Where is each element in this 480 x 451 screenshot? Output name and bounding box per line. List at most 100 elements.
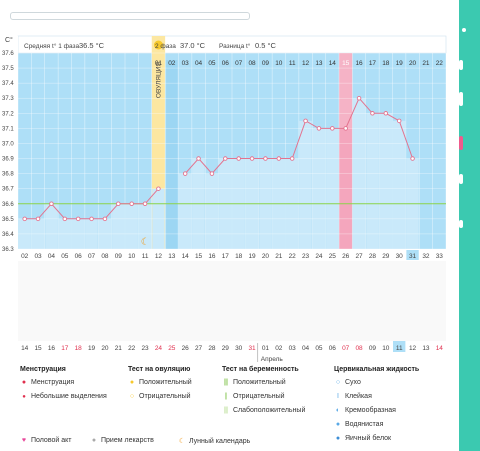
date-label: 24 — [315, 253, 323, 260]
temperature-point[interactable] — [129, 201, 134, 207]
temperature-point[interactable] — [75, 216, 81, 222]
legend-label: Половой акт — [31, 437, 72, 444]
temperature-point[interactable] — [156, 186, 161, 191]
scroll-bar[interactable] — [10, 12, 250, 20]
sun-icon[interactable] — [153, 40, 163, 50]
temperature-bar — [205, 173, 219, 249]
y-tick-label: 37.6 — [2, 51, 14, 57]
calendar-date: 28 — [208, 345, 216, 352]
temperature-point[interactable] — [116, 201, 121, 207]
temperature-bar — [138, 203, 152, 249]
temperature-point[interactable] — [196, 156, 201, 161]
temperature-point[interactable] — [49, 201, 54, 207]
temperature-point[interactable] — [35, 216, 41, 222]
temperature-point[interactable] — [102, 216, 108, 222]
temperature-point[interactable] — [396, 118, 402, 124]
calendar-date: 05 — [315, 345, 323, 352]
legend-label: Отрицательный — [139, 393, 191, 400]
calendar-date: 06 — [329, 345, 337, 352]
temperature-point[interactable] — [330, 126, 335, 131]
temperature-point[interactable] — [209, 171, 215, 176]
date-label: 25 — [329, 253, 337, 260]
cycle-day-label: 18 — [382, 60, 390, 67]
calendar-date: 15 — [34, 345, 42, 352]
y-tick-label: 37.3 — [2, 96, 14, 102]
phase2-label: 2 фаза — [155, 43, 176, 50]
y-tick-label: 37.0 — [2, 141, 14, 147]
side-panel-tab[interactable] — [459, 60, 463, 70]
legend-label: Водянистая — [345, 421, 384, 428]
legend-cervical-dry[interactable]: ○ Сухо — [334, 379, 361, 386]
cycle-day-label: 08 — [248, 60, 256, 67]
temperature-point[interactable] — [356, 95, 362, 101]
temperature-bar — [125, 203, 138, 249]
temperature-point[interactable] — [249, 156, 255, 161]
calendar-date: 16 — [48, 345, 56, 352]
legend-label: Положительный — [233, 379, 286, 386]
cycle-day-label: 13 — [315, 60, 323, 67]
temperature-point[interactable] — [370, 111, 375, 116]
legend-cervical-watery[interactable]: ● Водянистая — [334, 421, 384, 428]
legend-ovulation-negative[interactable]: ○ Отрицательный — [128, 393, 191, 400]
temperature-point[interactable] — [289, 156, 295, 161]
temperature-point[interactable] — [89, 216, 94, 222]
legend-cervical-creamy[interactable]: ◐ Кремообразная — [334, 407, 396, 414]
legend-pregnancy-positive[interactable]: || Положительный — [222, 379, 286, 386]
temperature-point[interactable] — [182, 171, 188, 176]
cycle-day-label: 12 — [302, 60, 310, 67]
y-tick-label: 36.4 — [2, 232, 14, 238]
moon-icon[interactable]: ☾ — [141, 237, 150, 248]
calendar-today[interactable] — [393, 341, 406, 352]
temperature-point[interactable] — [410, 156, 415, 161]
calendar-date: 24 — [155, 345, 163, 352]
legend-label: Сухо — [345, 379, 361, 386]
temperature-point[interactable] — [303, 118, 308, 124]
calendar-date: 21 — [115, 345, 123, 352]
legend-moon-calendar[interactable]: ☾ Лунный календарь — [178, 437, 250, 445]
temperature-point[interactable] — [236, 156, 241, 161]
calendar-date: 04 — [302, 345, 310, 352]
temperature-point[interactable] — [22, 216, 27, 222]
legend-label: Яичный белок — [345, 435, 392, 442]
temperature-point[interactable] — [343, 126, 348, 131]
temperature-point[interactable] — [383, 111, 389, 116]
calendar-date: 20 — [101, 345, 109, 352]
one-line-icon: | — [225, 393, 227, 400]
legend-pregnancy-test-title: Тест на беременность — [222, 366, 299, 373]
side-panel-tab[interactable] — [459, 136, 463, 150]
date-label: 27 — [355, 253, 363, 260]
legend-intercourse[interactable]: ♥ Половой акт — [20, 437, 72, 444]
legend-pregnancy-weak[interactable]: || Слабоположительный — [222, 407, 305, 414]
sticky-icon: І — [337, 393, 339, 400]
calendar-date: 11 — [396, 345, 403, 352]
legend-ovulation-test-title: Тест на овуляцию — [128, 366, 191, 373]
side-panel-tab[interactable] — [459, 174, 463, 184]
ovulation-label: ОВУЛЯЦИЯ — [155, 62, 162, 99]
temperature-point[interactable] — [142, 201, 148, 207]
temperature-bar — [366, 113, 379, 249]
date-label: 07 — [88, 253, 96, 260]
calendar-date: 27 — [195, 345, 203, 352]
side-panel-tab[interactable] — [459, 92, 463, 106]
side-panel-tab[interactable] — [459, 220, 463, 228]
temperature-point[interactable] — [263, 156, 268, 161]
legend-medication[interactable]: ● Прием лекарств — [90, 437, 154, 444]
calendar-date: 12 — [409, 345, 417, 352]
legend-menstruation[interactable]: ● Менструация — [20, 379, 74, 386]
y-tick-label: 36.5 — [2, 217, 14, 223]
legend-cervical-eggwhite[interactable]: ● Яичный белок — [334, 435, 391, 442]
temperature-point[interactable] — [62, 216, 68, 222]
temperature-point[interactable] — [223, 156, 228, 161]
legend-cervical-sticky[interactable]: І Клейкая — [334, 393, 372, 400]
calendar-date: 07 — [342, 345, 350, 352]
legend-pregnancy-negative[interactable]: | Отрицательный — [222, 393, 285, 400]
legend-label: Отрицательный — [233, 393, 285, 400]
side-panel-toggle[interactable] — [462, 28, 466, 32]
temperature-point[interactable] — [316, 126, 322, 131]
y-tick-label: 37.2 — [2, 111, 14, 117]
date-label: 23 — [302, 253, 310, 260]
temperature-point[interactable] — [276, 156, 282, 161]
legend-light-spotting[interactable]: ● Небольшие выделения — [20, 393, 107, 400]
cycle-day-label: 06 — [222, 60, 230, 67]
legend-ovulation-positive[interactable]: ● Положительный — [128, 379, 192, 386]
